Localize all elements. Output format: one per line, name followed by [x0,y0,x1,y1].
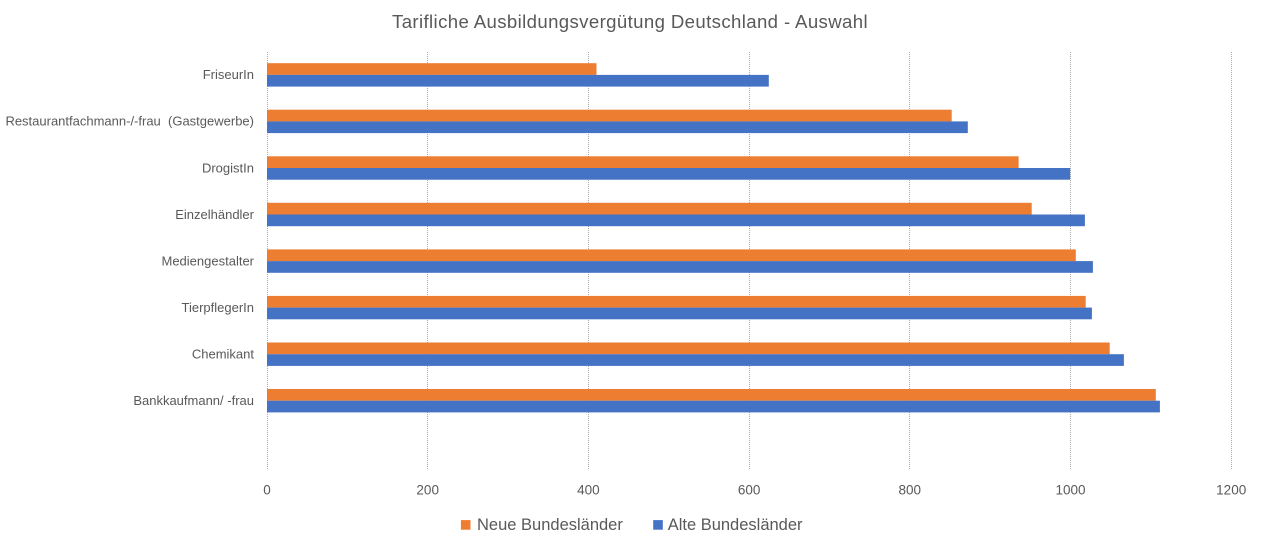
svg-text:200: 200 [416,483,439,498]
svg-text:Alte Bundesländer: Alte Bundesländer [668,516,803,534]
svg-text:Mediengestalter: Mediengestalter [162,253,255,268]
svg-text:Bankkaufmann/ -frau: Bankkaufmann/ -frau [133,393,254,408]
svg-text:Chemikant: Chemikant [192,347,255,362]
svg-text:600: 600 [738,483,761,498]
svg-text:FriseurIn: FriseurIn [203,67,254,82]
svg-text:800: 800 [899,483,922,498]
svg-text:Restaurantfachmann-/-frau (Ga: Restaurantfachmann-/-frau (Gastgewerbe) [5,114,254,129]
svg-text:1200: 1200 [1216,483,1246,498]
svg-text:Einzelhändler: Einzelhändler [175,207,254,222]
svg-text:400: 400 [577,483,600,498]
svg-text:Neue Bundesländer: Neue Bundesländer [477,516,623,534]
svg-text:1000: 1000 [1055,483,1085,498]
svg-text:DrogistIn: DrogistIn [202,160,254,175]
svg-text:TierpflegerIn: TierpflegerIn [182,300,255,315]
svg-text:Tarifliche Ausbildungsvergütun: Tarifliche Ausbildungsvergütung Deutschl… [392,11,868,32]
svg-text:0: 0 [263,483,271,498]
